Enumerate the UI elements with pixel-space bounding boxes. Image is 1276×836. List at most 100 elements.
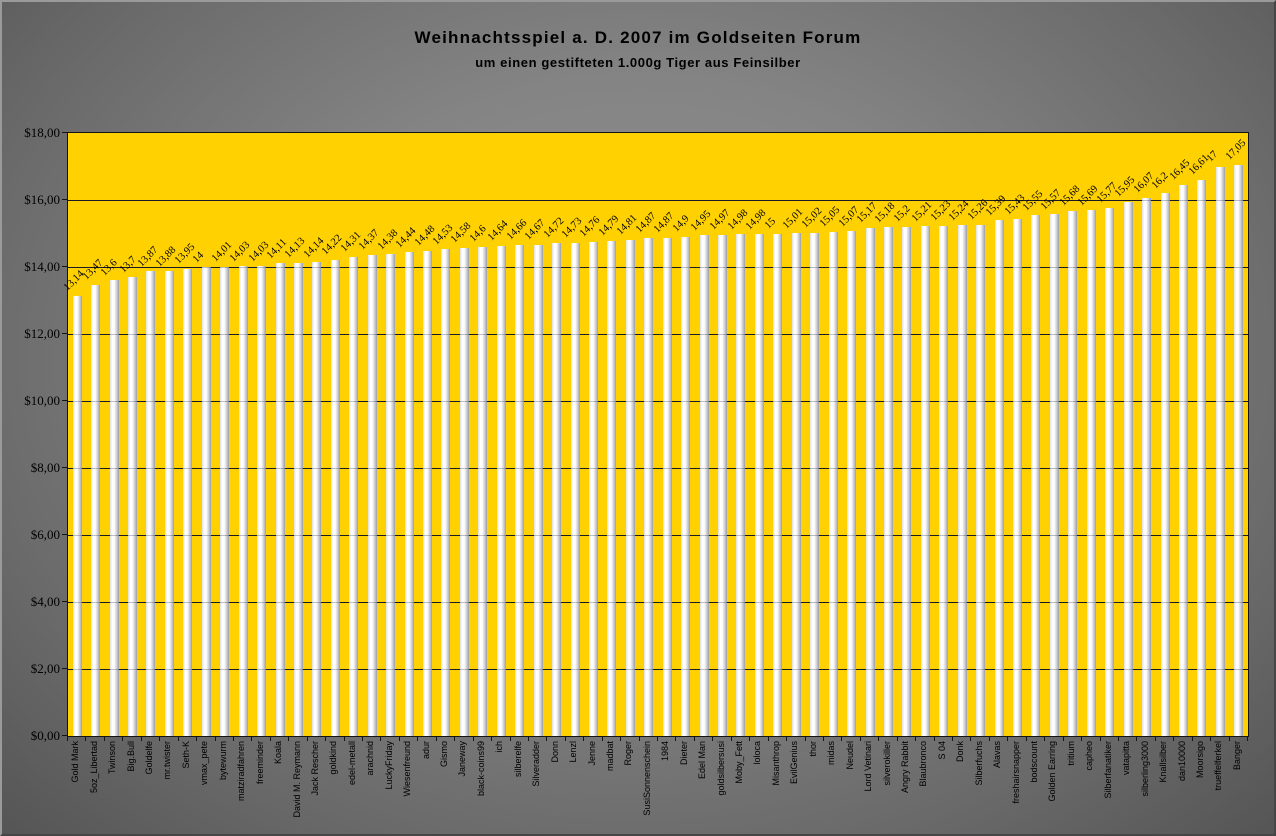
bar [681,236,691,736]
bar [1013,219,1023,736]
bar [330,259,340,736]
category-label: goldkind [328,741,339,775]
bar [1105,207,1115,736]
y-axis-label: $2,00 [30,661,60,676]
category-cell: Golden Earring [1044,741,1062,833]
category-label: Silberfanatiker [1102,741,1113,799]
y-axis-tick [62,266,67,267]
bar [736,234,746,736]
category-cell: goldsilbersusi [712,741,730,833]
x-axis-tick [343,736,345,741]
category-cell: vmax_pete [196,741,214,833]
bar [1234,164,1244,736]
y-axis-tick [62,534,67,535]
y-axis-tick [62,467,67,468]
category-cell: black-coins99 [473,741,491,833]
bar [164,271,174,736]
bar [515,244,525,736]
category-cell: goldkind [325,741,343,833]
x-axis-tick [85,736,87,741]
category-label: capheo [1084,741,1095,771]
bar [1123,201,1133,736]
category-label: mr.twister [162,741,173,780]
category-cell: Banger [1229,741,1247,833]
x-axis-tick [1062,736,1064,741]
category-cell: Silberfanatiker [1100,741,1118,833]
category-label: tritium [1065,741,1076,766]
y-axis-label: $12,00 [24,326,60,341]
category-cell: matziradfahren [233,741,251,833]
x-axis-tick [196,736,198,741]
bar [1142,197,1152,736]
bar [496,245,506,736]
gridline [68,334,1248,335]
category-cell: David M. Reymann [288,741,306,833]
category-label: LuckyFriday [383,741,394,790]
bar [1068,210,1078,736]
x-axis-tick [527,736,529,741]
category-cell: Wiesenfreund [399,741,417,833]
y-axis-label: $8,00 [30,460,60,475]
category-label: Jenne [586,741,597,766]
category-cell: madbat [602,741,620,833]
category-label: vatapitta [1121,741,1132,776]
y-axis-label: $10,00 [24,393,60,408]
title-block: Weihnachtsspiel a. D. 2007 im Goldseiten… [2,28,1274,70]
bar-value-label: 14,03 [228,239,253,264]
x-axis-tick [269,736,271,741]
category-cell: 5oz_Libertad [85,741,103,833]
x-axis-tick [767,736,769,741]
bar [1031,215,1041,736]
y-axis-tick [62,601,67,602]
category-cell: Donn [546,741,564,833]
category-label: Janeway [457,741,468,777]
y-axis-tick [62,199,67,200]
category-cell: silberling3000 [1136,741,1154,833]
category-label: edel-metall [346,741,357,786]
bar [423,250,433,736]
category-label: adur [420,741,431,760]
category-cell: Alavas [989,741,1007,833]
category-label: trueffelferkel [1213,741,1224,791]
y-axis-label: $18,00 [24,125,60,140]
bar [386,254,396,736]
category-label: thor [807,741,818,757]
x-axis-tick [398,736,400,741]
x-axis-tick [1173,736,1175,741]
category-label: madbat [604,741,615,772]
category-label: Dieter [678,741,689,766]
y-axis-label: $6,00 [30,527,60,542]
gridline [68,602,1248,603]
category-cell: Donk [952,741,970,833]
bar [902,226,912,736]
category-cell: Lenzl [565,741,583,833]
bar [220,266,230,736]
category-cell: EvilGenius [786,741,804,833]
gridline [68,267,1248,268]
x-axis-tick [583,736,585,741]
bar [293,262,303,736]
category-label: freeminder [254,741,265,785]
category-cell: vatapitta [1118,741,1136,833]
category-label: Lenzl [568,741,579,763]
category-cell: Moorsigo [1192,741,1210,833]
category-cell: mr.twister [159,741,177,833]
bar [828,231,838,736]
gridline-overlay [68,200,1248,201]
category-label: Big.Bull [125,741,136,772]
bar [441,249,451,736]
x-axis-tick [638,736,640,741]
bar [238,266,248,736]
category-cell: Angry Rabbit [897,741,915,833]
category-cell: loloca [749,741,767,833]
gridline [68,468,1248,469]
bar [791,233,801,736]
category-label: Roger [623,741,634,766]
x-axis-tick [601,736,603,741]
category-cell: Gold Mark [67,741,85,833]
category-label: bytewurm [217,741,228,781]
bar [957,225,967,736]
x-axis-tick [140,736,142,741]
x-axis-tick [1228,736,1230,741]
y-axis-label: $16,00 [24,192,60,207]
